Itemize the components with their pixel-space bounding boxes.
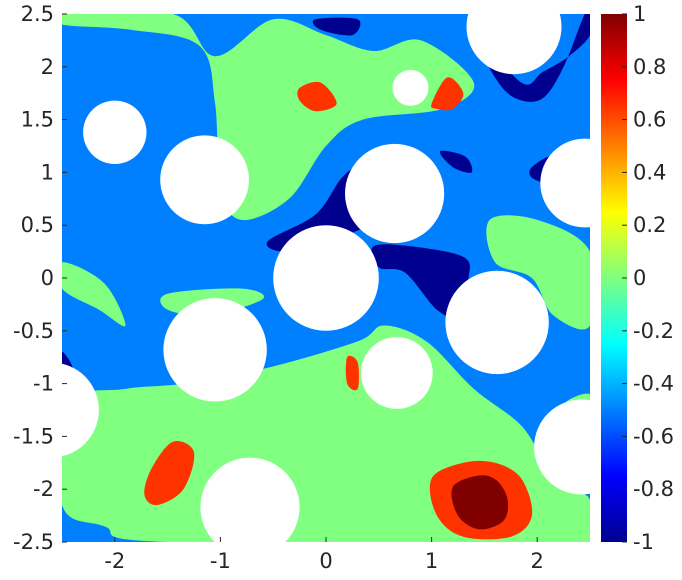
y-tick-label: -1.5 (13, 424, 54, 448)
contour-region (297, 81, 337, 112)
y-tick-label: -2 (33, 477, 54, 501)
y-tick-label: -1 (33, 372, 54, 396)
obstacle-circle (540, 138, 590, 228)
colorbar-tick-label: 0.6 (633, 108, 666, 132)
x-axis-ticks: -2 -1 0 1 2 (104, 537, 544, 573)
colorbar-tick-label: 1 (633, 2, 646, 26)
contour-regions (62, 14, 590, 542)
y-tick-label: 2.5 (21, 2, 54, 26)
obstacle-circle (392, 69, 429, 106)
contour-region (62, 14, 475, 221)
y-tick-label: 0 (41, 266, 54, 290)
obstacle-circle (163, 298, 267, 402)
x-tick-label: 0 (319, 549, 332, 573)
colorbar-tick-label: -0.4 (633, 372, 674, 396)
obstacle-circle (360, 337, 433, 409)
obstacle-circles (62, 14, 590, 542)
contour-region (439, 150, 473, 173)
obstacle-circle (445, 270, 549, 375)
contour-region (312, 17, 361, 36)
y-tick-label: -0.5 (13, 319, 54, 343)
x-tick-label: 2 (531, 549, 544, 573)
colorbar-tick-label: -1 (633, 530, 654, 554)
colorbar-tick-label: 0.4 (633, 160, 666, 184)
x-tick-label: -2 (104, 549, 125, 573)
colorbar-tick-label: -0.2 (633, 319, 674, 343)
contour-region (473, 14, 590, 102)
y-tick-label: 1 (41, 160, 54, 184)
obstacle-circle (345, 143, 445, 244)
x-tick-label: -1 (210, 549, 231, 573)
contour-region (431, 77, 464, 111)
y-tick-label: 0.5 (21, 213, 54, 237)
colorbar-ticks: 1 0.8 0.6 0.4 0.2 0 -0.2 -0.4 -0.6 -0.8 -1 (622, 2, 674, 554)
contour-region (371, 244, 470, 318)
contour-region (486, 215, 590, 330)
y-axis-ticks: 2.5 2 1.5 1 0.5 0 -0.5 -1 -1.5 -2 -2.5 (13, 2, 67, 554)
colorbar-tick-label: -0.8 (633, 477, 674, 501)
y-tick-label: 2 (41, 55, 54, 79)
contour-region (62, 262, 126, 327)
obstacle-circle (160, 135, 250, 225)
obstacle-circle (273, 225, 379, 331)
colorbar-tick-label: 0.2 (633, 213, 666, 237)
colorbar-tick-label: -0.6 (633, 424, 674, 448)
obstacle-circle (466, 14, 562, 75)
colorbar: 1 0.8 0.6 0.4 0.2 0 -0.2 -0.4 -0.6 -0.8 -1 (601, 2, 674, 554)
y-tick-label: 1.5 (21, 108, 54, 132)
colorbar-tick-label: 0 (633, 266, 646, 290)
contour-plot-area (62, 14, 590, 542)
x-tick-label: 1 (425, 549, 438, 573)
contour-region (144, 440, 195, 506)
obstacle-circle (534, 399, 590, 495)
obstacle-circle (83, 100, 147, 164)
obstacle-circle (200, 457, 300, 542)
contour-region (451, 475, 509, 530)
obstacle-circle (62, 363, 99, 457)
y-tick-label: -2.5 (13, 530, 54, 554)
colorbar-tick-label: 0.8 (633, 55, 666, 79)
contour-region (345, 355, 359, 391)
